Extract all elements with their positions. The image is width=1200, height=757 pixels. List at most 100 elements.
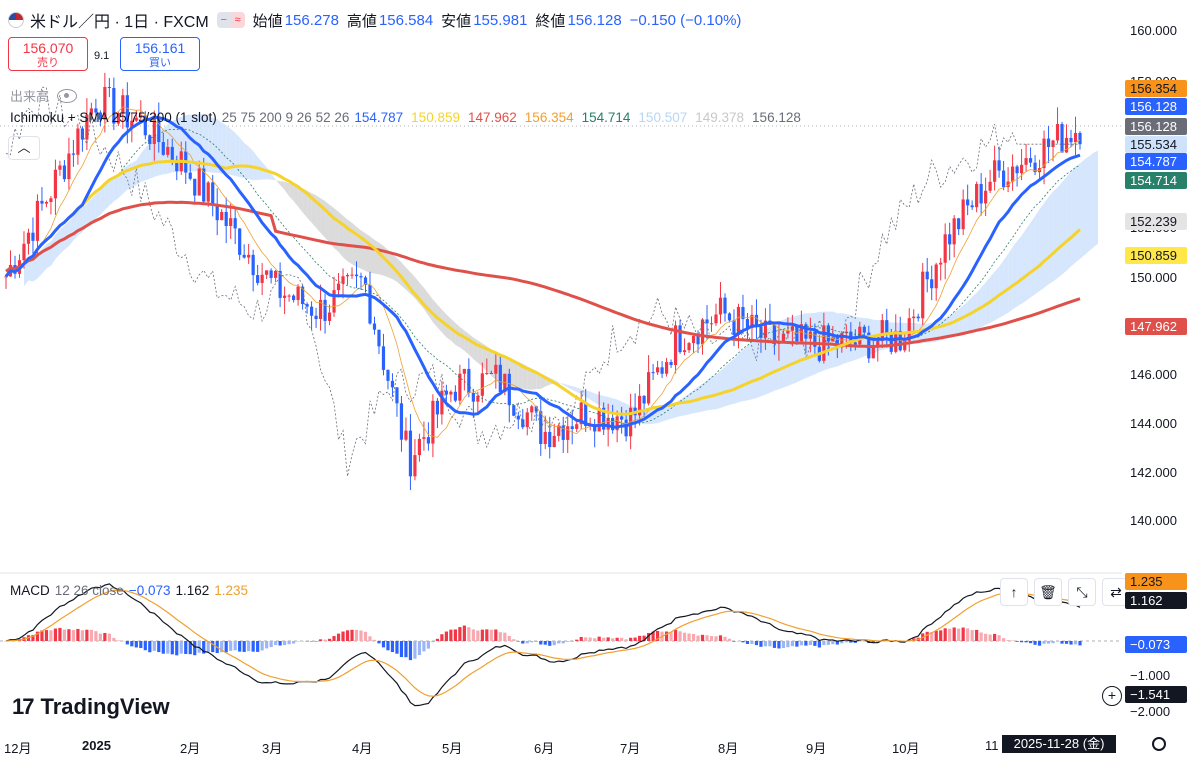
candle-body <box>503 373 507 392</box>
candle-body <box>283 295 287 298</box>
candle-body <box>1064 137 1069 153</box>
macd-histogram-bar <box>161 641 165 654</box>
candle-body <box>395 387 399 404</box>
macd-histogram-bar <box>381 641 386 648</box>
candle-body <box>790 326 795 331</box>
move-up-button[interactable]: ↑ <box>1000 578 1028 606</box>
candle-body <box>1019 164 1024 174</box>
cloud-segment <box>994 266 1000 321</box>
macd-axis-label: −1.000 <box>1130 668 1171 683</box>
cloud-segment <box>284 181 290 197</box>
candle-body <box>975 184 979 208</box>
macd-histogram-bar <box>664 631 669 641</box>
macd-histogram-bar <box>296 641 300 642</box>
symbol-title[interactable]: 米ドル／円 · 1日 · FXCM <box>30 14 209 31</box>
candle-body <box>804 324 808 339</box>
buy-label: 買い <box>149 57 171 69</box>
candle-body <box>139 115 143 118</box>
volume-legend[interactable]: 出来高 <box>10 86 78 105</box>
candle-body <box>948 234 952 245</box>
macd-histogram-bar <box>588 637 592 641</box>
macd-histogram-bar <box>332 636 336 641</box>
macd-histogram-bar <box>840 641 844 644</box>
cloud-segment <box>1093 150 1098 248</box>
macd-histogram-bar <box>597 636 601 641</box>
cloud-segment <box>113 173 119 202</box>
cloud-segment <box>716 370 721 410</box>
macd-histogram-bar <box>714 636 718 641</box>
ichimoku-value: 154.714 <box>581 110 631 125</box>
macd-histogram-bar <box>386 641 390 651</box>
collapse-legend-button[interactable]: ︿ <box>8 136 40 160</box>
macd-axis-label: −2.000 <box>1130 704 1171 719</box>
crosshair-date: 2025-11-28 (金) <box>1002 735 1116 753</box>
candle-body <box>934 264 938 289</box>
candle-body <box>799 324 803 342</box>
time-axis-label: 2月 <box>180 741 201 756</box>
candle-body <box>647 372 651 404</box>
candle-body <box>876 341 880 346</box>
macd-histogram-bar <box>188 641 192 655</box>
macd-histogram-bar <box>206 641 210 652</box>
cloud-segment <box>585 390 591 400</box>
candle-body <box>274 270 278 278</box>
candle-body <box>781 333 786 342</box>
cloud-segment <box>990 271 995 323</box>
candle-body <box>696 336 700 345</box>
cloud-segment <box>963 301 968 335</box>
cloud-segment <box>199 113 204 172</box>
macd-histogram-bar <box>363 631 368 641</box>
macd-histogram-bar <box>291 641 296 644</box>
macd-histogram-bar <box>718 635 723 641</box>
buy-button[interactable]: 156.161 買い <box>120 37 200 71</box>
delete-pane-button[interactable]: 🗑 <box>1034 578 1062 606</box>
sell-button[interactable]: 156.070 売り <box>8 37 88 71</box>
cloud-segment <box>734 353 739 404</box>
macd-histogram-bar <box>476 630 480 641</box>
cloud-segment <box>999 260 1004 318</box>
macd-histogram-bar <box>422 641 426 652</box>
candle-body <box>1069 137 1073 143</box>
candle-body <box>458 373 462 401</box>
sma-200-line <box>5 200 1081 348</box>
macd-histogram-bar <box>709 636 714 641</box>
candle-body <box>651 372 655 374</box>
candle-body <box>354 274 359 277</box>
macd-histogram-bar <box>862 641 866 642</box>
candle-body <box>417 438 422 456</box>
gear-icon[interactable] <box>1152 737 1166 751</box>
cloud-segment <box>109 176 114 206</box>
macd-histogram-bar <box>40 630 44 641</box>
maximize-pane-button[interactable]: ⤡ <box>1068 578 1096 606</box>
cloud-segment <box>576 387 582 395</box>
macd-histogram-bar <box>786 641 790 648</box>
tradingview-logo[interactable]: 17 TradingView <box>12 694 170 720</box>
candle-body <box>988 181 992 191</box>
macd-histogram-bar <box>754 641 759 646</box>
macd-legend[interactable]: MACD 12 26 close −0.073 1.162 1.235 <box>10 583 248 598</box>
chevron-up-icon: ︿ <box>17 140 31 155</box>
ichimoku-legend[interactable]: Ichimoku + SMA 25/75/200 (1 slot) 25 75 … <box>10 110 809 125</box>
candle-body <box>979 184 983 204</box>
candle-body <box>1078 132 1082 145</box>
cloud-segment <box>1012 241 1018 310</box>
macd-histogram-bar <box>584 637 588 641</box>
cloud-segment <box>760 330 766 397</box>
add-alert-plus-icon[interactable]: + <box>1102 686 1122 706</box>
candle-body <box>678 325 682 353</box>
candle-body <box>278 270 282 298</box>
cloud-segment <box>711 374 717 410</box>
macd-histogram-bar <box>426 641 431 649</box>
candle-body <box>390 380 395 388</box>
candle-body <box>305 304 309 307</box>
cloud-segment <box>608 396 613 414</box>
cloud-segment <box>751 338 757 400</box>
candle-body <box>831 337 835 342</box>
macd-histogram-bar <box>507 636 511 641</box>
hide-eye-icon[interactable] <box>57 88 78 103</box>
candle-body <box>638 395 642 416</box>
compare-toggle[interactable]: − ≈ <box>216 12 245 28</box>
macd-histogram-bar <box>121 640 125 642</box>
cloud-segment <box>464 330 469 355</box>
